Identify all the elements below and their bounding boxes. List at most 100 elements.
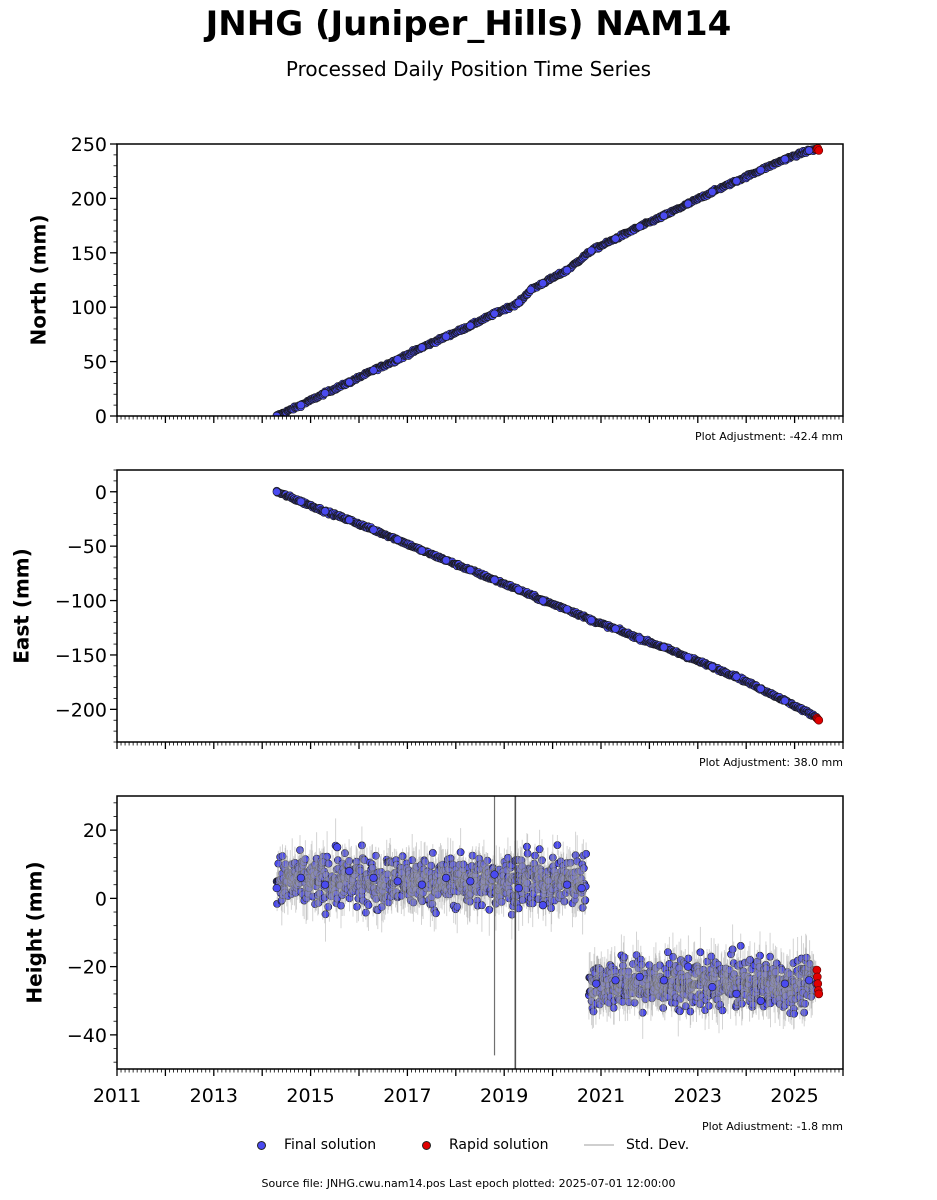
final-solution-point [345,515,354,525]
final-solution-point [683,199,693,208]
final-solution-point [560,897,569,906]
panel-1-frame [116,469,844,743]
final-solution-point [485,905,494,914]
final-solution-point [296,497,306,506]
final-solution-point [369,525,378,534]
final-solution-point [340,849,349,858]
y-tick-label: −100 [55,591,107,613]
final-solution-point [417,343,427,352]
final-solution-point [466,565,475,575]
final-solution-point [562,266,572,275]
plot-adjustment-label: Plot Adjustment: 38.0 mm [699,756,843,769]
final-solution-point [579,864,588,873]
final-solution-point [345,378,354,387]
final-solution-point [453,902,462,911]
final-solution-point [483,856,492,865]
final-solution-point [324,903,333,911]
final-solution-point [296,401,306,410]
final-solution-point [514,298,523,307]
final-solution-point [427,861,436,870]
y-tick-label: 0 [95,482,107,504]
final-solution-point [528,899,537,908]
final-solution-point [708,187,717,196]
final-solution-point [624,967,633,976]
final-solution-point [337,901,345,910]
final-solution-point [497,898,506,906]
final-solution-point [581,896,590,905]
final-solution-point [523,849,532,858]
final-solution-point [531,851,539,860]
chart-title: JNHG (Juniper_Hills) NAM14 [205,4,732,44]
final-solution-point [442,332,451,341]
panel-0-plot-area [272,144,824,416]
y-tick-label: 50 [83,352,107,374]
charts-canvas: 0 50 100 150 200 250 North (mm) Plot Adjustment… [10,134,844,1130]
final-solution-point [321,389,330,398]
final-solution-point [421,857,429,866]
final-solution-point [409,898,418,907]
y-tick-label: −50 [67,536,107,558]
final-solution-point [433,890,442,899]
final-solution-point [301,855,310,863]
final-solution-point [377,903,386,911]
final-solution-point [756,684,765,693]
final-solution-point [732,672,741,681]
panel-1-final-dense [272,486,820,722]
final-solution-point [518,896,527,904]
final-solution-point [756,166,765,175]
final-solution-point [780,696,790,705]
final-solution-point [431,909,440,918]
final-solution-point [428,849,437,857]
final-solution-point [630,998,639,1007]
panel-0-rapid [812,144,824,155]
final-solution-point [352,902,361,911]
final-solution-point [587,615,596,625]
final-solution-point [514,585,523,594]
panel-2-plot-area [272,796,824,1069]
panel-1-rapid [812,713,824,725]
y-tick-label: 150 [71,243,107,265]
final-solution-point [547,904,556,912]
final-solution-point [523,879,532,887]
final-solution-point [582,850,590,858]
final-solution-point [659,211,669,220]
final-solution-point [538,856,546,865]
final-solution-point [296,846,304,854]
y-tick-label: −200 [55,699,107,721]
final-solution-point [417,546,427,555]
y-tick-label: −150 [55,645,107,667]
final-solution-point [272,487,281,496]
rapid-solution-point [814,146,824,155]
final-solution-point [371,851,380,860]
final-solution-point [393,355,402,364]
final-solution-point [321,910,330,919]
final-solution-point [548,853,557,862]
final-solution-point [278,852,287,860]
final-solution-point [538,596,548,605]
y-tick-label: 0 [95,406,107,428]
rapid-solution-point [814,715,824,725]
final-solution-point [589,1007,598,1016]
chart-subtitle: Processed Daily Position Time Series [285,57,652,81]
final-solution-point [804,146,814,155]
final-solution-point [364,901,373,909]
panel-1-plot-area [272,486,824,725]
panel-2-std-dev [276,796,817,1069]
final-solution-point [683,652,693,662]
final-solution-point [398,852,407,861]
final-solution-point [477,901,486,910]
final-solution-point [324,859,333,868]
panel-0-final-anchors [272,145,821,416]
final-solution-point [780,155,790,164]
final-solution-point [538,279,548,288]
final-solution-point [466,321,475,330]
plot-adjustment-label: Plot Adjustment: -42.4 mm [695,430,843,443]
y-tick-label: 200 [71,188,107,210]
final-solution-point [553,841,562,849]
final-solution-point [369,366,378,375]
final-solution-point [503,853,512,862]
final-solution-point [587,246,596,255]
final-solution-point [620,953,628,961]
final-solution-point [490,309,499,318]
y-axis-label: North (mm) [27,214,51,345]
